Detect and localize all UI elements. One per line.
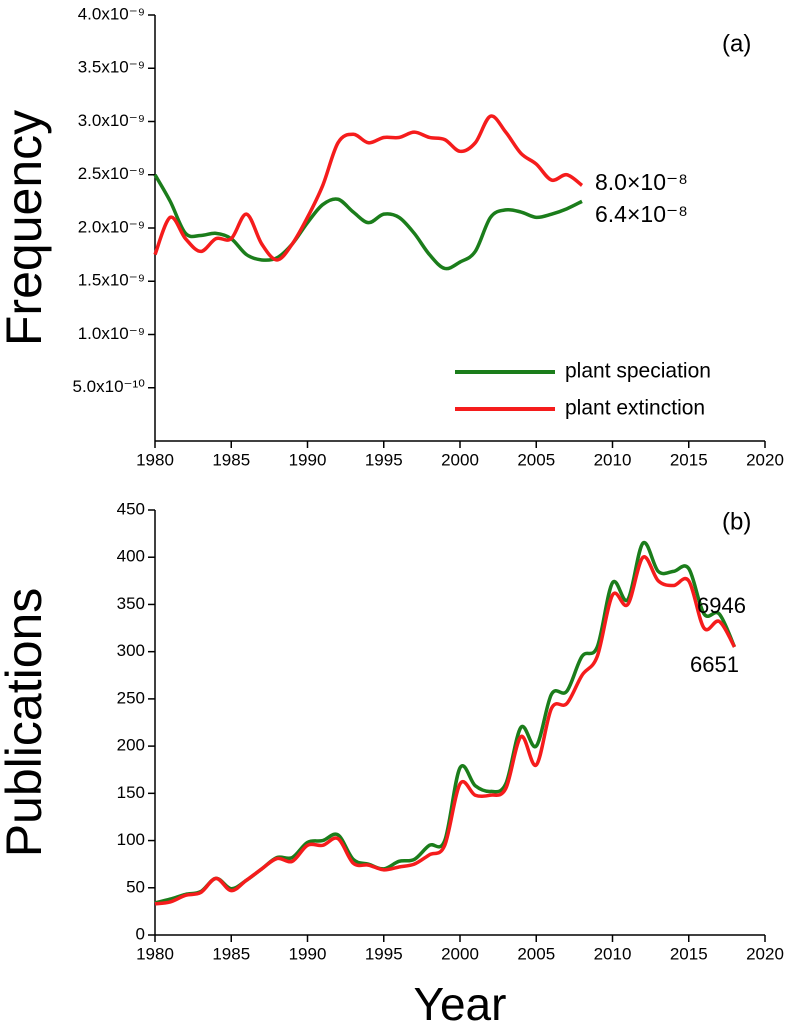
y-tick-label: 350	[117, 594, 145, 613]
x-tick-label: 2005	[517, 944, 555, 963]
x-tick-label: 2000	[441, 944, 479, 963]
annotation: (b)	[722, 508, 751, 535]
annotation: 6.4×10⁻⁸	[595, 201, 688, 227]
y-tick-label: 300	[117, 641, 145, 660]
x-tick-label: 1990	[289, 944, 327, 963]
x-tick-label: 1985	[212, 450, 250, 469]
series-line	[153, 173, 583, 271]
y-tick-label: 0	[136, 924, 145, 943]
legend-label: plant speciation	[565, 360, 711, 383]
x-tick-label: 1980	[136, 450, 174, 469]
x-tick-label: 2010	[594, 450, 632, 469]
y-tick-label: 5.0x10⁻¹⁰	[73, 377, 146, 396]
legend-label: plant extinction	[565, 397, 705, 420]
y-tick-label: 2.5x10⁻⁹	[78, 164, 145, 183]
x-tick-label: 2010	[594, 944, 632, 963]
y-tick-label: 4.0x10⁻⁹	[78, 4, 145, 23]
annotation: 6946	[697, 593, 746, 618]
x-tick-label: 2000	[441, 450, 479, 469]
y-tick-label: 250	[117, 688, 145, 707]
y-axis-title: Frequency	[0, 110, 52, 346]
x-tick-label: 2015	[670, 944, 708, 963]
x-tick-label: 1985	[212, 944, 250, 963]
y-tick-label: 1.0x10⁻⁹	[78, 324, 145, 343]
y-tick-label: 200	[117, 736, 145, 755]
series-line	[154, 555, 737, 906]
series-line	[153, 114, 584, 262]
x-tick-label: 1995	[365, 450, 403, 469]
annotation: 8.0×10⁻⁸	[595, 169, 688, 195]
x-tick-label: 1990	[289, 450, 327, 469]
x-axis-title: Year	[414, 978, 507, 1030]
y-tick-label: 2.0x10⁻⁹	[78, 217, 145, 236]
y-tick-label: 3.0x10⁻⁹	[78, 111, 145, 130]
x-tick-label: 1995	[365, 944, 403, 963]
y-tick-label: 3.5x10⁻⁹	[78, 58, 145, 77]
y-tick-label: 150	[117, 783, 145, 802]
x-tick-label: 2005	[517, 450, 555, 469]
annotation: (a)	[722, 30, 751, 57]
x-tick-label: 1980	[136, 944, 174, 963]
y-tick-label: 450	[117, 499, 145, 518]
y-axis-title: Publications	[0, 588, 52, 858]
y-tick-label: 50	[126, 877, 145, 896]
y-tick-label: 400	[117, 547, 145, 566]
y-tick-label: 1.5x10⁻⁹	[78, 271, 145, 290]
x-tick-label: 2015	[670, 450, 708, 469]
annotation: 6651	[690, 652, 739, 677]
x-tick-label: 2020	[746, 450, 784, 469]
y-tick-label: 100	[117, 830, 145, 849]
x-tick-label: 2020	[746, 944, 784, 963]
